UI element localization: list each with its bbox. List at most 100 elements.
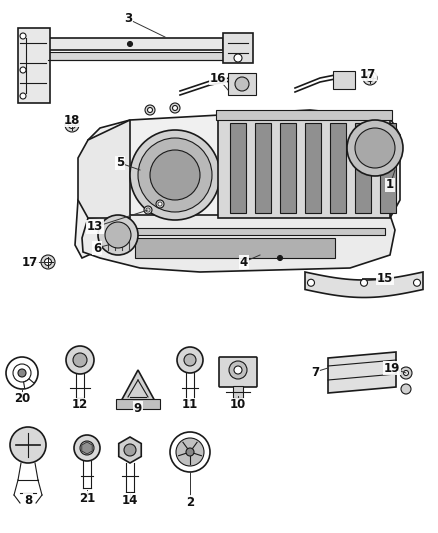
Circle shape — [6, 357, 38, 389]
Circle shape — [138, 138, 212, 212]
Polygon shape — [120, 370, 156, 403]
Circle shape — [148, 108, 152, 112]
FancyBboxPatch shape — [18, 28, 50, 103]
Circle shape — [20, 67, 26, 73]
Text: 20: 20 — [14, 392, 30, 406]
Circle shape — [130, 130, 220, 220]
FancyBboxPatch shape — [355, 123, 371, 213]
FancyBboxPatch shape — [216, 110, 392, 120]
Circle shape — [278, 255, 283, 261]
Text: 17: 17 — [22, 255, 38, 269]
Polygon shape — [328, 352, 396, 393]
Text: 6: 6 — [93, 241, 101, 254]
FancyBboxPatch shape — [230, 123, 246, 213]
Circle shape — [367, 75, 374, 82]
Text: 5: 5 — [116, 157, 124, 169]
FancyBboxPatch shape — [223, 33, 253, 63]
FancyBboxPatch shape — [280, 123, 296, 213]
Circle shape — [173, 106, 177, 110]
FancyBboxPatch shape — [255, 123, 271, 213]
Circle shape — [18, 369, 26, 377]
Circle shape — [403, 370, 409, 376]
Circle shape — [146, 208, 150, 212]
FancyBboxPatch shape — [48, 52, 223, 60]
FancyBboxPatch shape — [305, 123, 321, 213]
Polygon shape — [82, 442, 92, 454]
FancyBboxPatch shape — [233, 386, 243, 398]
Text: 11: 11 — [182, 399, 198, 411]
Circle shape — [20, 93, 26, 99]
Circle shape — [400, 367, 412, 379]
Text: 16: 16 — [210, 71, 226, 85]
Circle shape — [186, 448, 194, 456]
FancyBboxPatch shape — [116, 399, 160, 409]
Circle shape — [156, 200, 164, 208]
Text: 12: 12 — [72, 399, 88, 411]
Circle shape — [10, 427, 46, 463]
Polygon shape — [78, 120, 130, 218]
Text: 15: 15 — [377, 271, 393, 285]
Polygon shape — [82, 215, 395, 272]
FancyBboxPatch shape — [48, 38, 223, 50]
Circle shape — [73, 353, 87, 367]
Circle shape — [105, 222, 131, 248]
FancyBboxPatch shape — [228, 73, 256, 95]
Text: 10: 10 — [230, 399, 246, 411]
Circle shape — [144, 206, 152, 214]
Wedge shape — [24, 379, 34, 389]
Circle shape — [176, 438, 204, 466]
FancyBboxPatch shape — [380, 123, 396, 213]
Circle shape — [127, 42, 133, 46]
Circle shape — [347, 120, 403, 176]
Circle shape — [184, 354, 196, 366]
Circle shape — [13, 364, 31, 382]
Text: 21: 21 — [79, 491, 95, 505]
Circle shape — [124, 444, 136, 456]
Circle shape — [234, 366, 242, 374]
Text: 1: 1 — [386, 179, 394, 191]
Circle shape — [20, 33, 26, 39]
Polygon shape — [75, 110, 400, 258]
Text: 4: 4 — [240, 255, 248, 269]
Circle shape — [65, 118, 79, 132]
Polygon shape — [119, 437, 141, 463]
Text: 8: 8 — [24, 494, 32, 506]
Circle shape — [98, 215, 138, 255]
Text: 13: 13 — [87, 221, 103, 233]
Circle shape — [360, 279, 367, 286]
Text: 2: 2 — [186, 496, 194, 508]
Circle shape — [235, 77, 249, 91]
Circle shape — [68, 122, 75, 128]
FancyBboxPatch shape — [218, 118, 390, 218]
Circle shape — [45, 259, 52, 265]
Text: 3: 3 — [124, 12, 132, 26]
Circle shape — [74, 435, 100, 461]
Circle shape — [401, 384, 411, 394]
FancyBboxPatch shape — [130, 228, 385, 235]
Circle shape — [150, 150, 200, 200]
Polygon shape — [305, 272, 423, 297]
Circle shape — [158, 202, 162, 206]
Circle shape — [355, 128, 395, 168]
Circle shape — [170, 103, 180, 113]
Circle shape — [413, 279, 420, 286]
Text: 9: 9 — [134, 401, 142, 415]
FancyBboxPatch shape — [135, 238, 335, 258]
Text: 7: 7 — [311, 366, 319, 378]
Text: 17: 17 — [360, 68, 376, 80]
Text: 19: 19 — [384, 361, 400, 375]
Circle shape — [177, 347, 203, 373]
Circle shape — [363, 71, 377, 85]
FancyBboxPatch shape — [333, 71, 355, 89]
Circle shape — [41, 255, 55, 269]
Circle shape — [145, 105, 155, 115]
Text: 18: 18 — [64, 114, 80, 126]
Circle shape — [229, 361, 247, 379]
Circle shape — [80, 441, 94, 455]
Text: 14: 14 — [122, 494, 138, 506]
Circle shape — [234, 54, 242, 62]
Circle shape — [170, 432, 210, 472]
Circle shape — [66, 346, 94, 374]
FancyBboxPatch shape — [330, 123, 346, 213]
Circle shape — [307, 279, 314, 286]
